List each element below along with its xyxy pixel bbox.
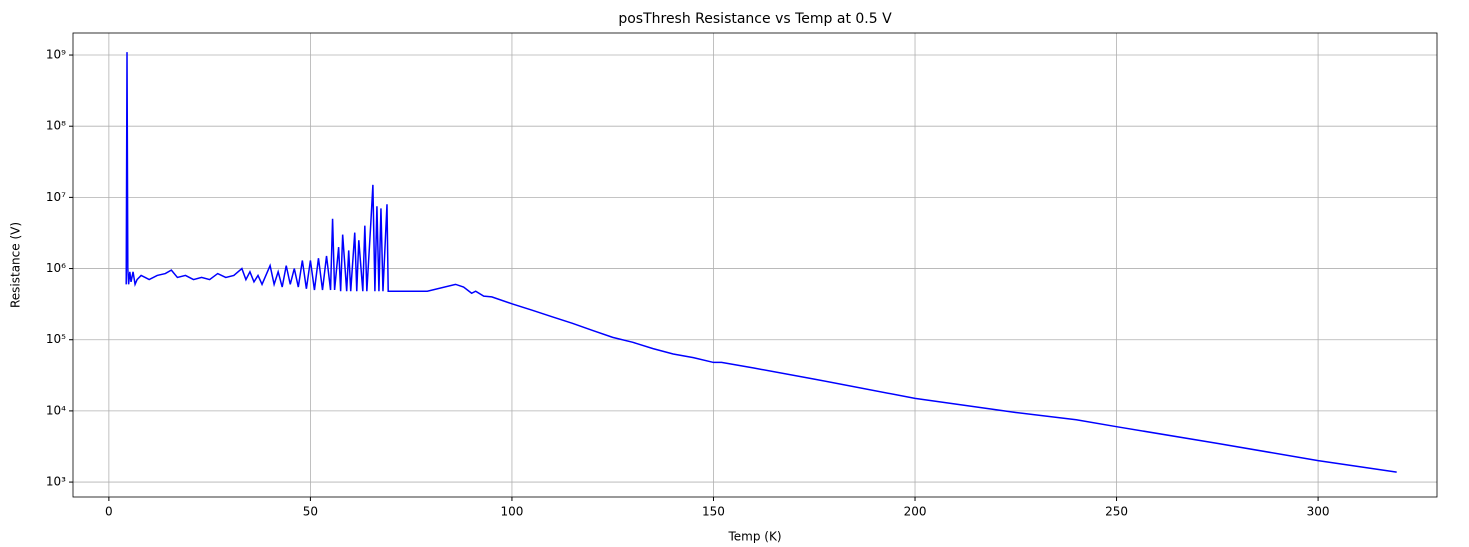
x-tick-label: 0 <box>105 505 113 519</box>
y-tick-label: 10⁸ <box>46 119 66 133</box>
x-tick-label: 150 <box>702 505 725 519</box>
x-tick-label: 100 <box>500 505 523 519</box>
y-tick-label: 10³ <box>46 475 66 489</box>
x-tick-label: 300 <box>1307 505 1330 519</box>
x-axis-label: Temp (K) <box>727 530 781 544</box>
plot-frame <box>72 32 1438 498</box>
y-tick-label: 10⁴ <box>46 403 66 417</box>
y-tick-label: 10⁶ <box>46 261 66 275</box>
y-axis-label: Resistance (V) <box>9 222 23 308</box>
x-tick-label: 250 <box>1105 505 1128 519</box>
y-tick-label: 10⁹ <box>46 48 66 62</box>
data-line <box>125 52 1397 473</box>
x-tick-label: 50 <box>303 505 318 519</box>
y-tick-label: 10⁵ <box>46 332 66 346</box>
y-tick-label: 10⁷ <box>46 190 66 204</box>
x-tick-label: 200 <box>904 505 927 519</box>
chart-title: posThresh Resistance vs Temp at 0.5 V <box>618 11 892 27</box>
